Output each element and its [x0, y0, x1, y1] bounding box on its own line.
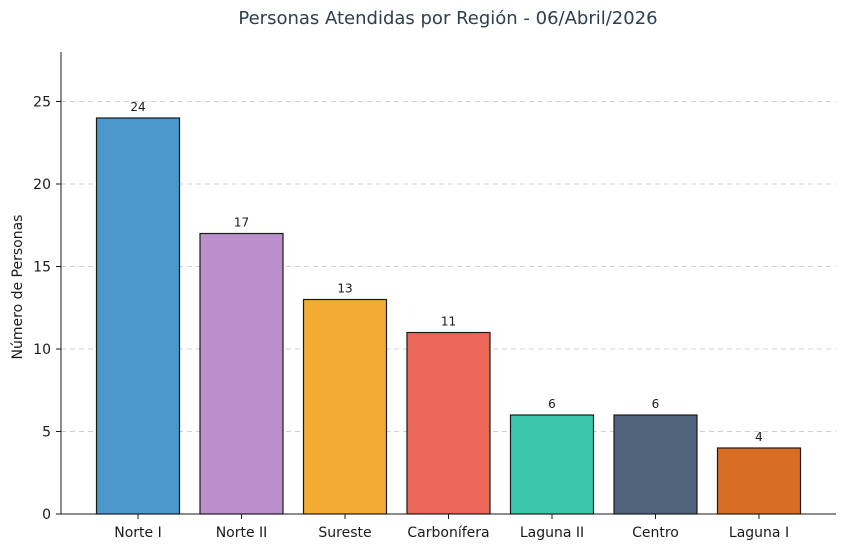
- x-tick-label: Laguna I: [729, 525, 789, 541]
- data-label: 24: [130, 100, 145, 114]
- bar: [199, 232, 284, 515]
- y-axis-label: Número de Personas: [10, 215, 26, 360]
- data-labels: 24 17 13 11 6 6 4: [130, 100, 762, 444]
- y-tick-label: 10: [33, 342, 51, 358]
- x-tick-label: Laguna II: [520, 525, 584, 541]
- bar: [302, 298, 388, 515]
- y-tick-label: 5: [42, 425, 51, 441]
- data-label: 4: [755, 430, 763, 444]
- x-tick-label: Norte II: [216, 525, 268, 541]
- x-tick-label: Sureste: [318, 525, 371, 541]
- y-tick-label: 15: [33, 260, 51, 276]
- x-ticks: Norte I Norte II Sureste Carbonífera Laguna …: [114, 514, 789, 541]
- y-tick-label: 25: [33, 95, 51, 111]
- bar: [716, 447, 802, 515]
- bar: [613, 414, 698, 515]
- bars: [95, 117, 802, 515]
- x-tick-label: Centro: [632, 525, 679, 541]
- bar: [406, 331, 491, 515]
- bar: [509, 414, 595, 515]
- data-label: 13: [337, 282, 352, 296]
- data-label: 11: [441, 315, 456, 329]
- data-label: 6: [548, 397, 556, 411]
- x-tick-label: Norte I: [114, 525, 161, 541]
- x-tick-label: Carbonífera: [407, 525, 489, 541]
- y-tick-label: 20: [33, 177, 51, 193]
- bar: [95, 117, 181, 515]
- y-tick-label: 0: [42, 507, 51, 523]
- chart-title: Personas Atendidas por Región - 06/Abril…: [238, 8, 657, 29]
- data-label: 17: [234, 216, 249, 230]
- y-ticks: 0 5 10 15 20 25: [33, 95, 61, 523]
- data-label: 6: [652, 397, 660, 411]
